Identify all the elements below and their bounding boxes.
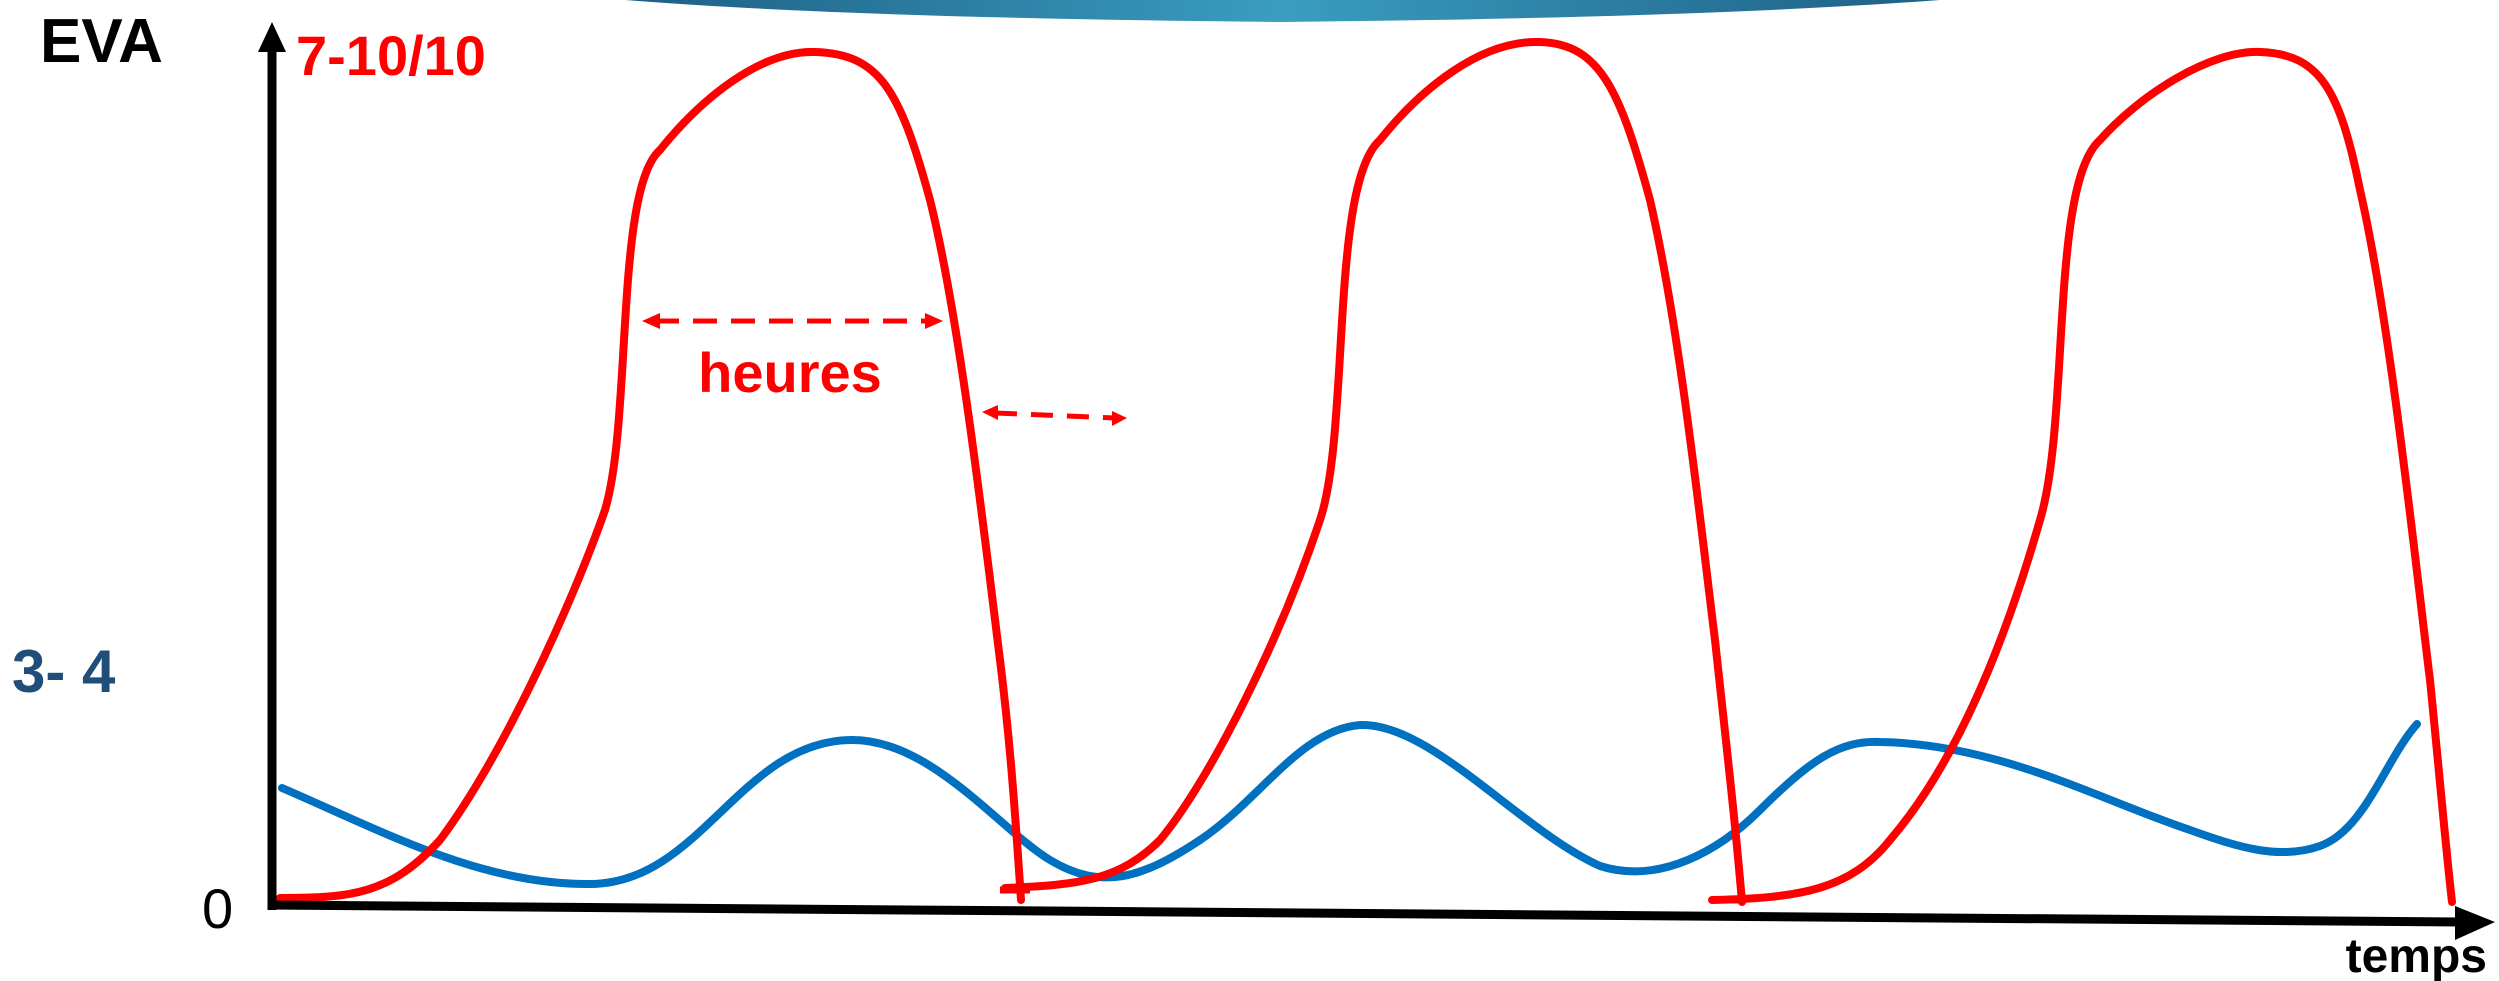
acute-pain-curve xyxy=(276,47,1025,904)
duration-label: heures xyxy=(698,341,882,404)
arrow-up-icon xyxy=(258,22,286,52)
x-axis xyxy=(267,900,2495,940)
peak-level-label: 7-10/10 xyxy=(296,24,486,87)
duration-arrow xyxy=(642,313,943,329)
background-pain-curve xyxy=(278,720,2421,889)
header-banner xyxy=(625,0,1940,22)
origin-label: 0 xyxy=(202,877,233,940)
y-axis-label: EVA xyxy=(40,7,163,76)
x-axis-label: temps xyxy=(2346,930,2487,981)
acute-pain-curve xyxy=(1708,47,2456,906)
arrow-right-icon xyxy=(2455,906,2495,940)
duration-arrow-secondary xyxy=(982,405,1127,426)
y-axis xyxy=(258,22,286,910)
baseline-level-label: 3- 4 xyxy=(12,638,116,705)
acute-pain-curve xyxy=(1001,37,1746,906)
